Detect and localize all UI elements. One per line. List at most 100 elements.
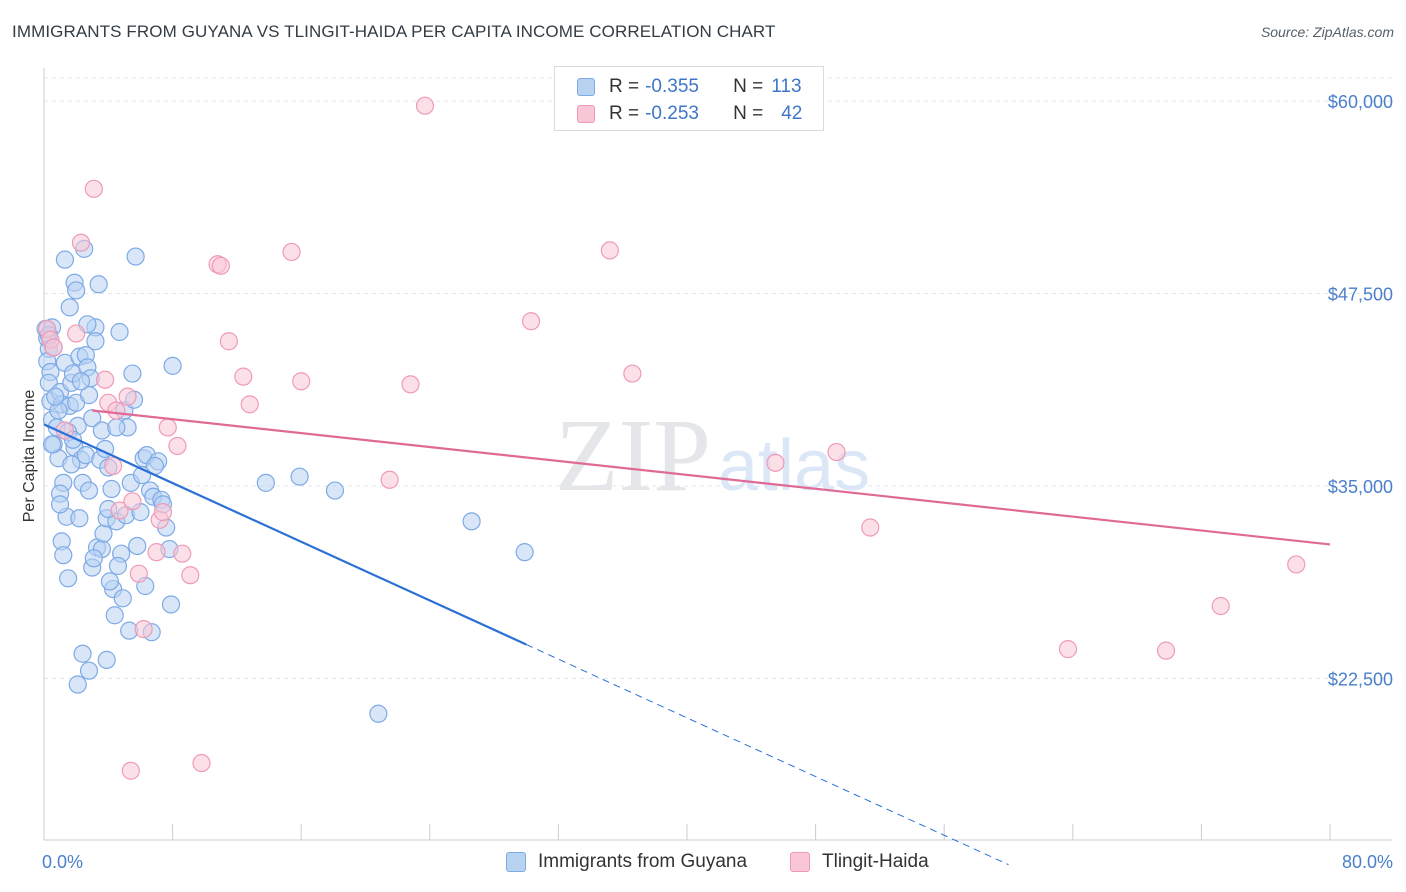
- data-point: [79, 661, 99, 680]
- data-point: [623, 364, 642, 383]
- trend-line-guyana-extension: [526, 644, 1009, 866]
- data-point: [153, 503, 173, 522]
- data-point: [126, 247, 145, 266]
- data-point: [102, 479, 121, 499]
- legend-n-value: 42: [781, 103, 803, 124]
- chart-title: IMMIGRANTS FROM GUYANA VS TLINGIT-HAIDA …: [12, 22, 776, 41]
- y-axis-label: Per Capita Income: [21, 390, 38, 523]
- data-point: [67, 281, 86, 300]
- data-point: [83, 409, 102, 428]
- data-point: [105, 606, 124, 625]
- x-tick-label: 80.0%: [1342, 852, 1393, 872]
- data-point: [219, 332, 238, 351]
- data-point: [163, 356, 182, 375]
- watermark: ZIP atlas: [555, 398, 870, 513]
- legend-n-value: 113: [771, 76, 802, 97]
- data-point: [401, 375, 420, 394]
- legend-r-label: R =: [609, 103, 640, 124]
- series-guyana-points: [36, 239, 534, 723]
- legend-r-value: -0.355: [645, 76, 699, 97]
- data-point: [325, 481, 345, 500]
- data-point: [158, 418, 177, 437]
- data-point: [71, 372, 91, 391]
- data-point: [1287, 555, 1306, 574]
- data-point: [86, 332, 105, 351]
- data-point: [290, 467, 309, 486]
- data-point: [369, 704, 388, 723]
- data-point: [861, 518, 880, 537]
- data-point: [46, 387, 65, 406]
- trend-lines: [43, 409, 1331, 866]
- data-point: [68, 675, 87, 694]
- data-point: [71, 233, 91, 252]
- source-label: Source: ZipAtlas.com: [1260, 24, 1394, 40]
- data-point: [79, 481, 99, 500]
- data-point: [129, 564, 148, 583]
- bottom-legend-label-tlingit: Tlingit-Haida: [822, 851, 929, 872]
- data-point: [380, 470, 399, 489]
- data-point: [256, 473, 275, 492]
- data-point: [100, 572, 120, 591]
- legend-r-label: R =: [609, 76, 640, 97]
- bottom-legend-guyana[interactable]: Immigrants from Guyana: [506, 851, 747, 873]
- data-point: [50, 495, 70, 514]
- data-point: [113, 589, 132, 608]
- watermark-atlas: atlas: [718, 426, 870, 506]
- y-tick-labels: $22,500 $35,000 $47,500 $60,000: [1328, 92, 1393, 689]
- data-point: [234, 367, 253, 386]
- data-point: [211, 256, 230, 275]
- legend-swatch-tlingit: [577, 105, 595, 123]
- data-point: [521, 312, 541, 331]
- data-point: [62, 455, 81, 474]
- legend-n-label: N =: [733, 76, 764, 97]
- data-point: [108, 556, 128, 576]
- data-point: [67, 324, 86, 343]
- data-point: [70, 509, 89, 528]
- data-point: [121, 761, 140, 780]
- data-point: [462, 512, 481, 531]
- data-point: [54, 546, 73, 565]
- data-point: [240, 395, 259, 414]
- data-point: [292, 372, 311, 391]
- x-tick-labels: 0.0% 80.0%: [42, 852, 1393, 872]
- data-point: [42, 435, 62, 454]
- data-point: [84, 179, 103, 198]
- correlation-legend: R = -0.355 N = 113 R = -0.253 N = 42: [554, 66, 824, 131]
- data-point: [123, 492, 142, 511]
- data-point: [134, 620, 153, 639]
- data-point: [282, 242, 301, 262]
- data-point: [84, 549, 103, 568]
- y-tick-label: $60,000: [1328, 92, 1393, 112]
- data-point: [118, 387, 137, 406]
- data-point: [123, 364, 142, 383]
- series-tlingit-points: [38, 96, 1306, 780]
- data-point: [827, 442, 846, 462]
- data-point: [107, 418, 126, 437]
- y-tick-label: $47,500: [1328, 285, 1393, 305]
- data-point: [55, 250, 74, 269]
- legend-row-tlingit: R = -0.253 N = 42: [577, 101, 802, 127]
- bottom-legend-swatch-guyana: [506, 852, 526, 872]
- data-point: [110, 501, 129, 520]
- y-tick-label: $35,000: [1328, 477, 1393, 497]
- data-point: [181, 566, 200, 585]
- data-point: [128, 536, 147, 556]
- data-point: [104, 456, 123, 476]
- trend-line-guyana: [43, 423, 527, 646]
- data-point: [94, 524, 113, 543]
- data-point: [173, 544, 192, 563]
- data-point: [168, 436, 187, 456]
- data-point: [515, 543, 534, 562]
- data-point: [44, 338, 63, 357]
- data-point: [95, 370, 115, 389]
- watermark-zip: ZIP: [555, 398, 711, 513]
- data-point: [766, 453, 785, 472]
- data-point: [79, 386, 99, 405]
- data-point: [89, 275, 108, 294]
- bottom-legend-label-guyana: Immigrants from Guyana: [538, 851, 748, 872]
- bottom-legend-tlingit[interactable]: Tlingit-Haida: [790, 851, 929, 873]
- legend-swatch-guyana: [577, 78, 595, 96]
- legend-row-guyana: R = -0.355 N = 113: [577, 74, 802, 100]
- bottom-legend-swatch-tlingit: [790, 852, 810, 872]
